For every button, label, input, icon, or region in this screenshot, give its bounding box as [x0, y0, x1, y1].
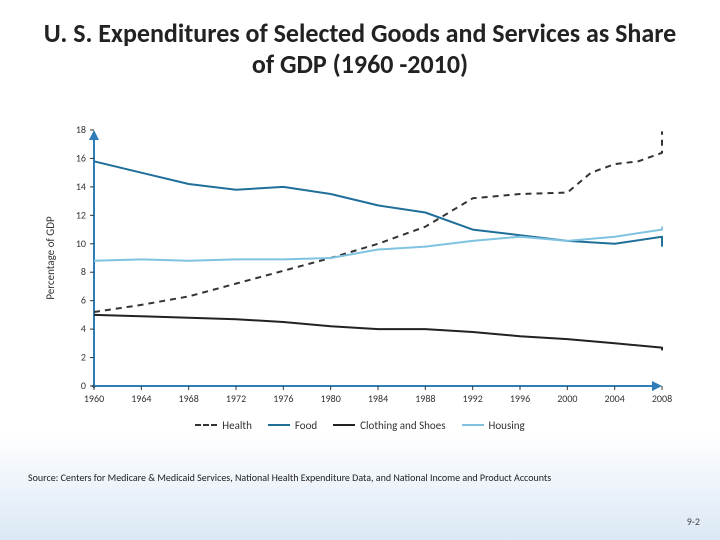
legend-item: Housing: [462, 419, 525, 432]
svg-text:1972: 1972: [226, 392, 246, 405]
chart-container: 0 2 4 6 8 10 12 14 16 18 1960 1964 1968 1972 1976 1980 1…: [40, 122, 680, 432]
legend-swatch: [333, 424, 355, 426]
svg-text:6: 6: [81, 294, 86, 307]
svg-text:16: 16: [76, 151, 86, 164]
svg-text:12: 12: [76, 208, 86, 221]
slide-title: U. S. Expenditures of Selected Goods and…: [40, 18, 680, 80]
legend-label: Health: [222, 419, 252, 432]
svg-text:1964: 1964: [131, 392, 151, 405]
legend-label: Clothing and Shoes: [360, 419, 445, 432]
svg-text:1984: 1984: [368, 392, 388, 405]
svg-text:1988: 1988: [415, 392, 435, 405]
svg-text:1960: 1960: [84, 392, 104, 405]
svg-text:2008: 2008: [652, 392, 672, 405]
line-chart: 0 2 4 6 8 10 12 14 16 18 1960 1964 1968 1972 1976 1980 1…: [40, 122, 680, 412]
svg-text:1968: 1968: [179, 392, 199, 405]
svg-text:2004: 2004: [605, 392, 625, 405]
svg-text:Percentage of GDP: Percentage of GDP: [44, 216, 57, 300]
page-number: 9-2: [687, 515, 700, 528]
source-text: Source: Centers for Medicare & Medicaid …: [28, 471, 692, 484]
legend-swatch: [268, 424, 290, 426]
chart-legend: Health Food Clothing and Shoes Housing: [40, 412, 680, 432]
slide: U. S. Expenditures of Selected Goods and…: [0, 0, 720, 540]
legend-item: Food: [268, 419, 317, 432]
legend-label: Housing: [489, 419, 525, 432]
svg-text:10: 10: [76, 237, 86, 250]
legend-swatch: [462, 424, 484, 426]
svg-text:18: 18: [76, 123, 86, 136]
svg-text:0: 0: [81, 379, 86, 392]
svg-text:1996: 1996: [510, 392, 530, 405]
svg-text:1980: 1980: [321, 392, 341, 405]
legend-label: Food: [295, 419, 317, 432]
svg-text:1992: 1992: [463, 392, 483, 405]
svg-text:2000: 2000: [557, 392, 577, 405]
svg-text:14: 14: [76, 180, 86, 193]
svg-text:4: 4: [81, 322, 86, 335]
svg-text:8: 8: [81, 265, 86, 278]
legend-swatch: [195, 424, 217, 426]
svg-text:1976: 1976: [273, 392, 293, 405]
legend-item: Clothing and Shoes: [333, 419, 445, 432]
svg-text:2: 2: [81, 351, 86, 364]
legend-item: Health: [195, 419, 252, 432]
